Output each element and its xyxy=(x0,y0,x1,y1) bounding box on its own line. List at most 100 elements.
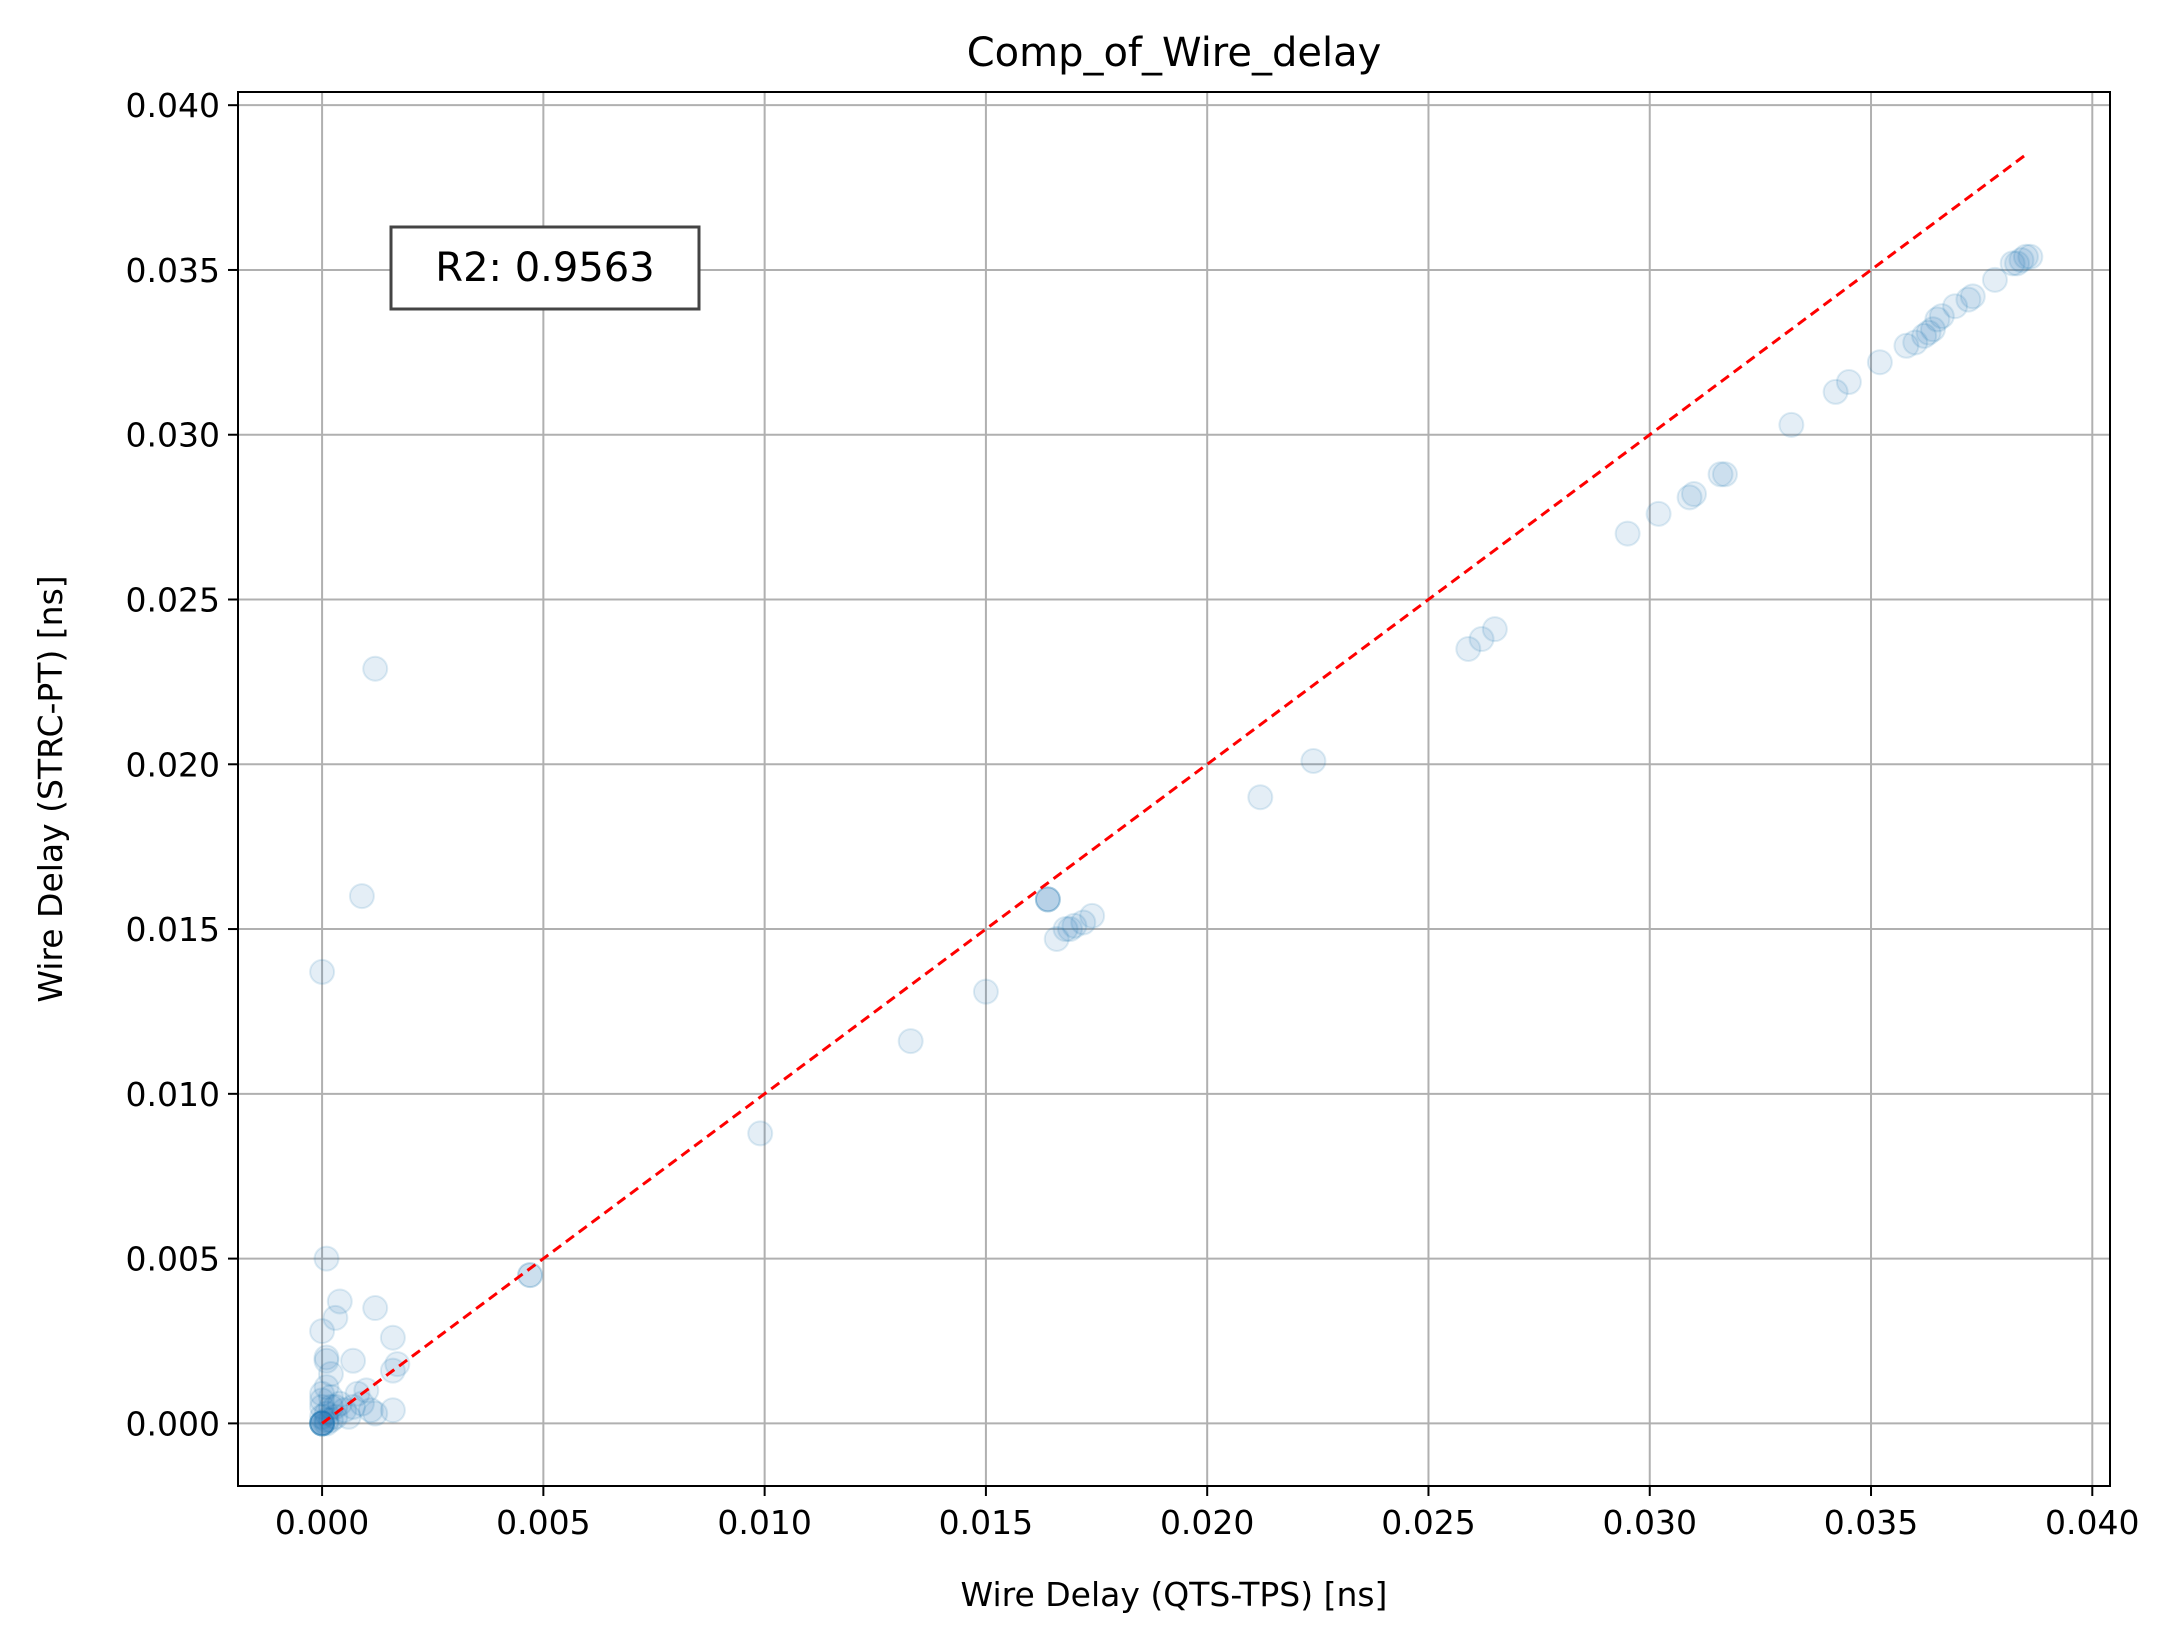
data-point xyxy=(309,1380,336,1407)
x-tick-label: 0.025 xyxy=(1381,1503,1475,1542)
y-tick-label: 0.010 xyxy=(126,1075,220,1114)
data-point xyxy=(313,1400,340,1427)
y-tick-label: 0.000 xyxy=(126,1404,220,1443)
data-point xyxy=(1034,886,1061,913)
x-axis-label: Wire Delay (QTS-TPS) [ns] xyxy=(961,1575,1388,1614)
r2-annotation-text: R2: 0.9563 xyxy=(435,245,654,291)
data-point xyxy=(1959,283,1986,310)
data-point xyxy=(1034,886,1061,913)
data-point xyxy=(313,1410,340,1437)
data-point xyxy=(1614,520,1641,547)
r2-annotation: R2: 0.9563 xyxy=(389,225,701,311)
x-tick-label: 0.030 xyxy=(1603,1503,1697,1542)
data-point xyxy=(1928,303,1955,330)
data-point xyxy=(313,1374,340,1401)
reference-line xyxy=(321,153,2027,1425)
data-point xyxy=(1835,369,1862,396)
axis-ticks: 0.000 0.005 0.010 0.015 0.020 0.025 0.030 0.035… xyxy=(126,86,2140,1542)
data-point xyxy=(1061,912,1088,939)
data-point xyxy=(1707,461,1734,488)
data-point xyxy=(1822,378,1849,405)
data-point xyxy=(1052,916,1079,943)
data-point xyxy=(322,1393,349,1420)
data-point xyxy=(2017,243,2044,270)
chart-title: Comp_of_Wire_delay xyxy=(967,30,1382,76)
y-tick-label: 0.035 xyxy=(126,251,220,290)
data-point xyxy=(1942,293,1969,320)
data-point xyxy=(1645,500,1672,527)
data-point xyxy=(1034,886,1061,913)
data-point xyxy=(897,1028,924,1055)
data-point xyxy=(313,1245,340,1272)
data-point xyxy=(362,655,389,682)
data-point xyxy=(1955,286,1982,313)
reference-line-layer xyxy=(321,153,2027,1425)
data-point xyxy=(517,1262,544,1289)
data-point xyxy=(1866,349,1893,376)
y-tick-label: 0.030 xyxy=(126,416,220,455)
data-point xyxy=(326,1390,353,1417)
data-point xyxy=(313,1344,340,1371)
y-tick-label: 0.005 xyxy=(126,1240,220,1279)
y-tick-label: 0.015 xyxy=(126,910,220,949)
data-point xyxy=(2012,243,2039,270)
y-tick-label: 0.040 xyxy=(126,86,220,125)
data-point xyxy=(379,1324,406,1351)
data-point xyxy=(1681,481,1707,508)
data-point xyxy=(309,1393,336,1420)
data-point xyxy=(1043,925,1070,952)
x-tick-label: 0.015 xyxy=(939,1503,1033,1542)
data-point xyxy=(322,1304,349,1331)
y-tick-label: 0.025 xyxy=(126,581,220,620)
data-point xyxy=(1911,322,1938,349)
data-point xyxy=(747,1120,774,1147)
data-point xyxy=(1079,902,1106,929)
data-point xyxy=(1247,784,1274,811)
plot-frame xyxy=(237,91,2111,1487)
x-tick-label: 0.020 xyxy=(1160,1503,1254,1542)
grid-lines xyxy=(238,92,2110,1486)
data-point xyxy=(309,1403,336,1430)
data-points xyxy=(309,243,2044,1437)
data-point xyxy=(317,1384,344,1411)
data-point xyxy=(1468,626,1495,653)
data-point xyxy=(1711,461,1738,488)
data-point xyxy=(379,1397,406,1424)
x-tick-label: 0.035 xyxy=(1824,1503,1918,1542)
data-point xyxy=(348,883,375,910)
data-point xyxy=(2004,250,2031,277)
data-point xyxy=(340,1393,367,1420)
data-point xyxy=(1676,484,1703,511)
data-point xyxy=(1070,909,1097,936)
y-axis-label: Wire Delay (STRC-PT) [ns] xyxy=(31,575,70,1002)
x-tick-label: 0.005 xyxy=(496,1503,590,1542)
x-tick-label: 0.010 xyxy=(717,1503,811,1542)
data-point xyxy=(1981,266,2008,293)
data-point xyxy=(2008,247,2035,274)
data-point xyxy=(309,1318,336,1345)
data-point xyxy=(1481,616,1508,643)
data-point xyxy=(1999,250,2026,277)
data-point xyxy=(1300,747,1327,774)
data-point xyxy=(972,978,999,1005)
x-tick-label: 0.000 xyxy=(275,1503,369,1542)
data-point xyxy=(1919,316,1946,343)
y-tick-label: 0.020 xyxy=(126,745,220,784)
data-point xyxy=(1902,329,1929,356)
data-point xyxy=(517,1262,544,1289)
data-point xyxy=(357,1397,384,1424)
data-point xyxy=(1455,635,1482,662)
data-point xyxy=(1915,319,1942,346)
data-point xyxy=(326,1288,353,1315)
data-point xyxy=(1893,332,1920,359)
data-point xyxy=(340,1347,367,1374)
data-point xyxy=(309,958,336,985)
data-point xyxy=(1057,916,1083,943)
x-tick-label: 0.040 xyxy=(2045,1503,2139,1542)
data-point xyxy=(1778,411,1805,438)
data-point xyxy=(309,1387,336,1414)
r2-annotation-box xyxy=(389,225,701,311)
